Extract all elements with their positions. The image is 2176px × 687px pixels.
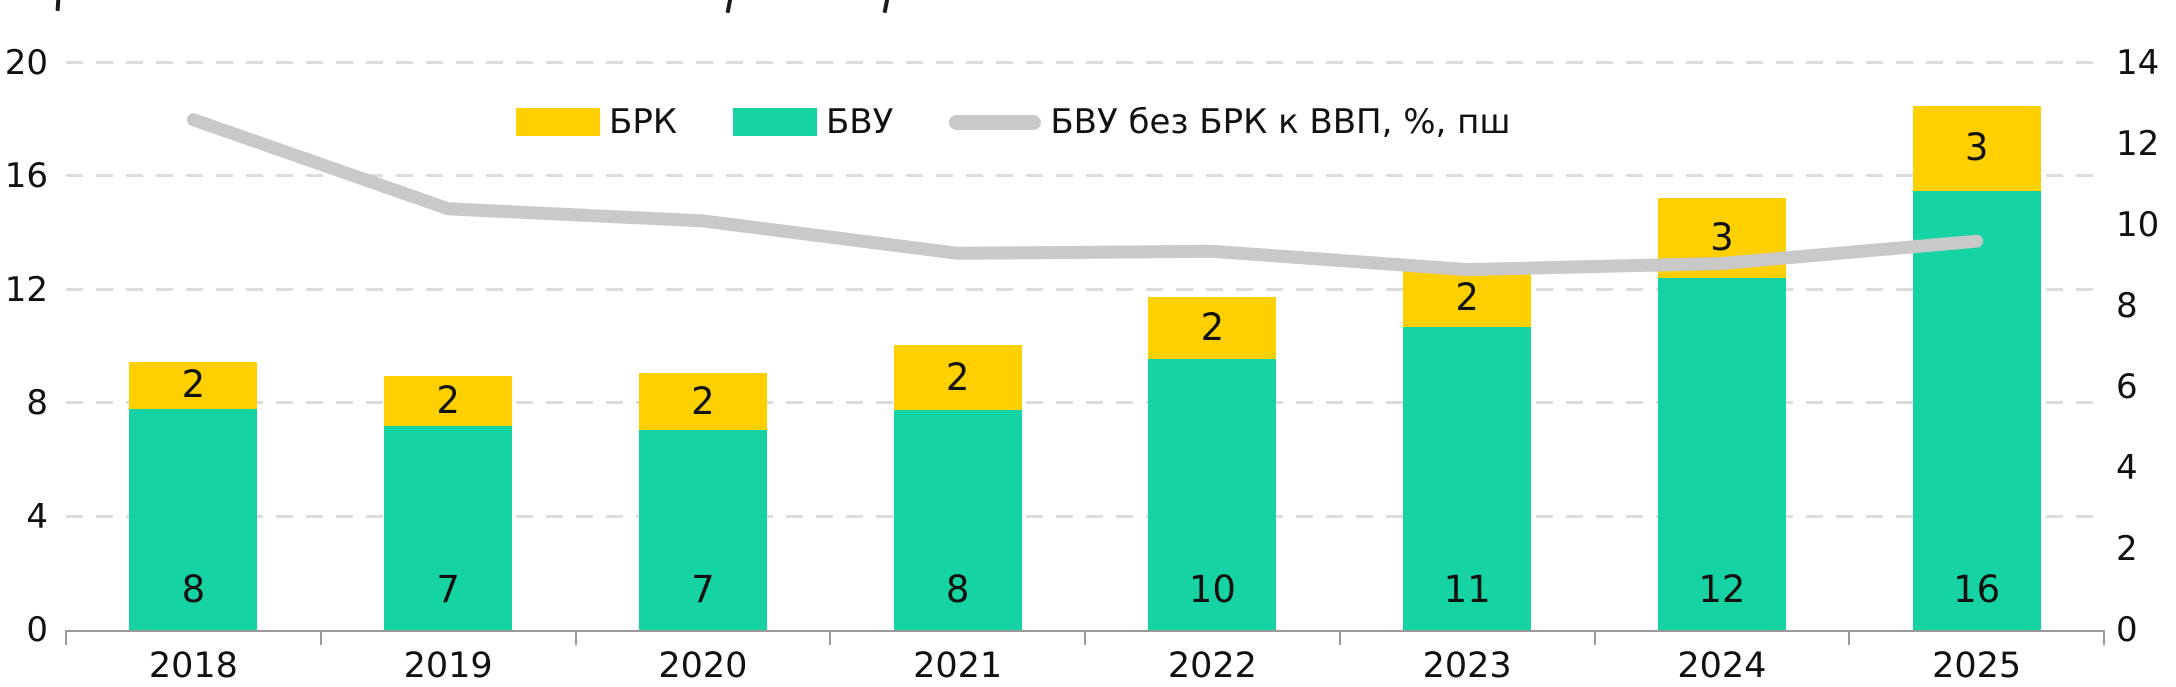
x-axis-tick (829, 630, 832, 645)
bar-label-bvu: 8 (181, 568, 206, 611)
y-tick-label-right: 0 (2116, 610, 2138, 650)
y-tick-label-right: 14 (2116, 43, 2160, 83)
bar-segment-bvu (129, 408, 258, 630)
bar-label-brk: 3 (1964, 126, 1989, 170)
bar-label-brk: 3 (1710, 216, 1734, 260)
y-tick-label-right: 12 (2116, 124, 2160, 164)
x-tick-label: 2023 (1422, 646, 1512, 686)
legend-label-line: БВУ без БРК к ВВП, %, пш (1050, 102, 1511, 142)
bar-segment-brk (384, 376, 513, 426)
gridline (66, 287, 2104, 291)
bvu-swatch-icon (732, 108, 817, 136)
x-tick-label: 2021 (913, 646, 1003, 686)
bar-segment-bvu (638, 430, 767, 630)
bar-segment-bvu (1912, 190, 2041, 630)
y-tick-label-right: 8 (2116, 286, 2138, 326)
cropped-title-fragment (882, 0, 890, 14)
gridline (66, 401, 2104, 405)
y-tick-label-left: 8 (26, 383, 48, 424)
legend-label-bvu: БВУ (825, 102, 894, 142)
bar-label-bvu: 7 (691, 568, 715, 611)
x-axis-tick (1084, 630, 1086, 645)
legend: БРК БВУ БВУ без БРК к ВВП, %, пш (516, 100, 1511, 144)
bar-segment-brk (1148, 296, 1277, 360)
x-axis-tick (65, 630, 67, 645)
x-axis-tick (574, 630, 577, 645)
y-tick-label-right: 10 (2116, 205, 2160, 245)
y-tick-label-left: 20 (4, 43, 48, 83)
bar-label-bvu: 7 (436, 568, 460, 611)
bar-segment-bvu (893, 410, 1022, 630)
bar-segment-brk (129, 362, 258, 409)
bar-label-bvu: 8 (945, 568, 970, 611)
cropped-title-fragment (725, 0, 733, 14)
y-tick-label-right: 6 (2116, 367, 2138, 407)
legend-item-brk: БРК (516, 102, 677, 142)
bar-label-brk: 2 (1200, 306, 1225, 350)
bar-label-bvu: 16 (1953, 568, 2001, 611)
legend-label-brk: БРК (609, 102, 677, 142)
y-tick-label-left: 12 (4, 269, 48, 310)
bar-segment-brk (1403, 269, 1532, 327)
x-tick-label: 2025 (1932, 646, 2022, 686)
cropped-title-fragment (55, 0, 61, 12)
x-tick-label: 2020 (658, 646, 748, 686)
bar-segment-brk (893, 345, 1022, 411)
bar-segment-bvu (1657, 278, 1786, 630)
legend-item-bvu: БВУ (732, 102, 894, 142)
gridline (66, 174, 2104, 178)
legend-item-line: БВУ без БРК к ВВП, %, пш (949, 102, 1511, 142)
bar-label-brk: 2 (181, 363, 206, 407)
bar-label-bvu: 11 (1443, 568, 1491, 611)
x-tick-label: 2024 (1677, 646, 1767, 686)
x-axis-tick (319, 630, 322, 645)
bar-label-brk: 2 (691, 379, 715, 423)
y-tick-label-right: 4 (2116, 448, 2138, 488)
y-tick-label-left: 0 (26, 610, 48, 650)
bar-segment-bvu (384, 425, 513, 630)
bar-label-brk: 2 (945, 355, 970, 399)
x-tick-label: 2019 (403, 646, 493, 686)
brk-swatch-icon (516, 108, 600, 136)
bar-segment-brk (638, 373, 767, 431)
x-axis-tick (1593, 630, 1596, 645)
gridline (66, 514, 2104, 518)
bar-segment-bvu (1148, 359, 1277, 630)
x-axis-tick (2103, 630, 2105, 645)
bar-label-bvu: 12 (1698, 568, 1746, 611)
x-tick-label: 2018 (148, 646, 238, 686)
y-tick-label-left: 16 (4, 156, 48, 197)
bar-label-bvu: 10 (1188, 568, 1236, 611)
line-swatch-icon (949, 114, 1042, 130)
x-axis-tick (1848, 630, 1851, 645)
x-axis-tick (1338, 630, 1341, 645)
gridline (66, 61, 2104, 64)
y-tick-label-right: 2 (2116, 529, 2138, 569)
bar-label-brk: 2 (1455, 276, 1479, 320)
bar-label-brk: 2 (436, 379, 460, 423)
bar-segment-bvu (1403, 326, 1532, 630)
y-tick-label-left: 4 (26, 496, 48, 537)
x-tick-label: 2022 (1167, 646, 1257, 686)
